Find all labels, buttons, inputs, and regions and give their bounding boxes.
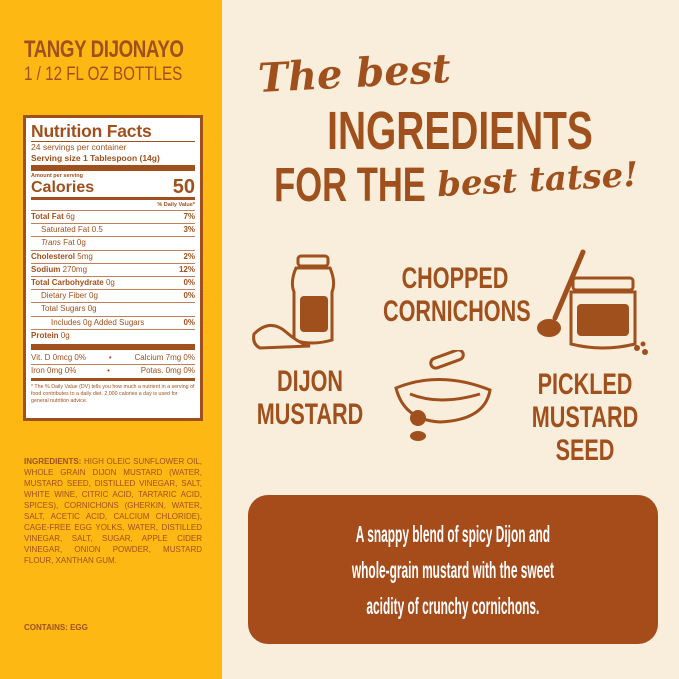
vitamin-row: Vit. D 0mcg 0% • Calcium 7mg 0% xyxy=(31,352,195,366)
feature-cornichons: CHOPPED CORNICHONS xyxy=(383,262,531,328)
nutrient-row: Includes 0g Added Sugars 0% xyxy=(31,317,195,330)
nutrient-row: Protein 0g xyxy=(31,330,70,340)
vitamin-row: Iron 0mg 0% • Potas. 0mg 0% xyxy=(31,366,195,376)
serving-size: Serving size 1 Tablespoon (14g) xyxy=(31,153,160,163)
dv-header: % Daily Value* xyxy=(31,201,195,211)
nutrient-row: Cholesterol 5mg 2% xyxy=(31,251,195,264)
nutrient-row: Total Carbohydrate 0g 0% xyxy=(31,277,195,291)
headline-main: INGREDIENTS xyxy=(327,101,593,161)
nutrient-row: Total Fat 6g 7% xyxy=(31,211,195,225)
headline-for-the: FOR THE xyxy=(274,159,426,212)
nutrient-row: Dietary Fiber 0g 0% xyxy=(31,290,195,304)
footnote: * The % Daily Value (DV) tells you how m… xyxy=(31,384,195,405)
feature-dijon: DIJON MUSTARD xyxy=(256,365,364,431)
cornichon-icon xyxy=(394,350,492,441)
nutrient-row: Saturated Fat 0.5 3% xyxy=(31,224,195,238)
mustard-jar-icon xyxy=(252,254,336,350)
nutrition-title: Nutrition Facts xyxy=(31,121,195,142)
headline-script-1: The best xyxy=(256,44,452,103)
nutrient-row: Trans Fat 0g xyxy=(31,237,195,251)
ingredients: INGREDIENTS: HIGH OLEIC SUNFLOWER OIL, W… xyxy=(24,457,202,565)
nutrition-facts-label: Nutrition Facts 24 servings per containe… xyxy=(23,115,203,421)
product-size: 1 / 12 FL OZ BOTTLES xyxy=(24,64,183,85)
calories: Calories 50 xyxy=(31,176,195,198)
servings: 24 servings per container xyxy=(31,142,127,152)
headline-script-2: best tatse! xyxy=(436,154,640,206)
seed-jar-spoon-icon xyxy=(537,249,648,355)
product-name: TANGY DIJONAYO xyxy=(24,36,184,63)
feature-mustard-seed: PICKLED MUSTARD SEED xyxy=(531,368,639,467)
tagline-box: A snappy blend of spicy Dijon and whole-g… xyxy=(248,495,658,644)
nutrient-row: Total Sugars 0g xyxy=(31,303,195,317)
nutrient-row: Sodium 270mg 12% xyxy=(31,264,195,278)
tagline: A snappy blend of spicy Dijon and whole-g… xyxy=(351,520,555,619)
allergen-info: CONTAINS: EGG xyxy=(24,623,88,632)
amount-per-serving: Amount per serving xyxy=(31,173,83,179)
